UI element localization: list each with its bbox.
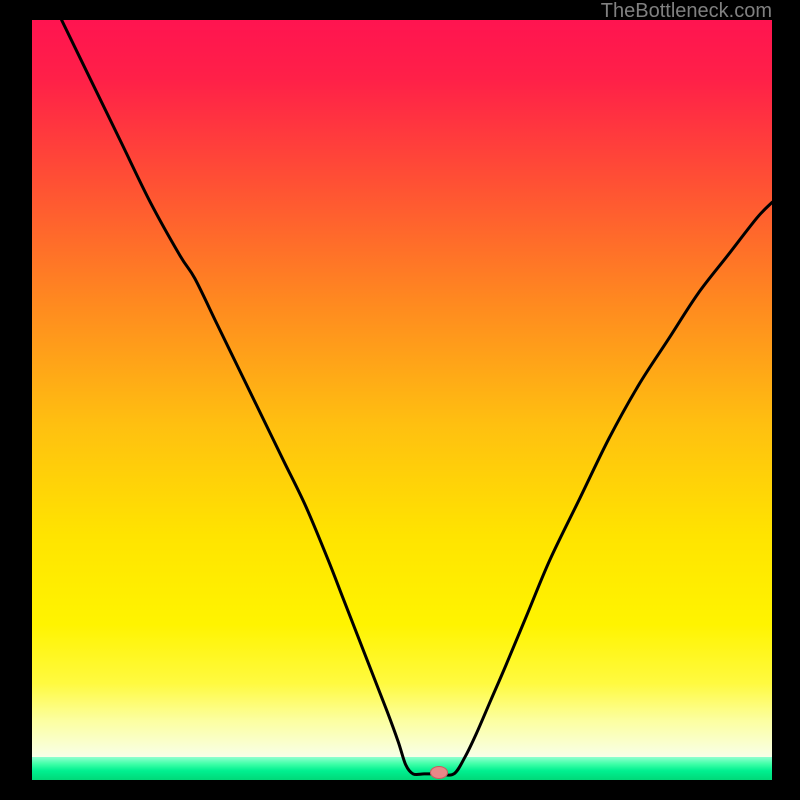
- sweet-spot-marker: [430, 766, 448, 779]
- bottleneck-curve: [32, 20, 772, 780]
- plot-area: [32, 20, 772, 780]
- attribution-text: TheBottleneck.com: [601, 0, 772, 23]
